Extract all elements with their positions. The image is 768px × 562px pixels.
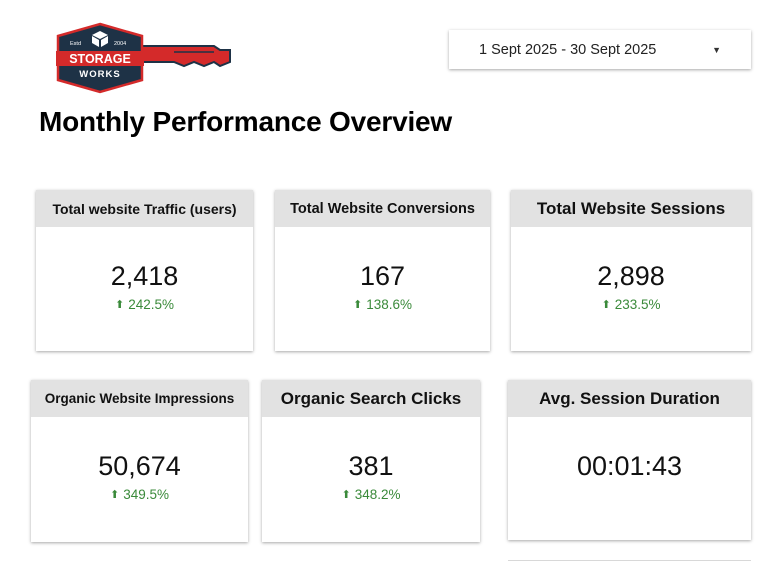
svg-text:2004: 2004 [114, 41, 126, 47]
logo-wordmark-storage: STORAGE [69, 52, 131, 66]
card-header: Avg. Session Duration [508, 380, 751, 417]
card-delta: ⬆ 349.5% [31, 487, 248, 502]
delta-value: 348.2% [354, 487, 401, 502]
card-total-sessions: Total Website Sessions 2,898 ⬆ 233.5% [511, 190, 751, 351]
divider [508, 560, 751, 561]
card-value: 50,674 [98, 451, 181, 481]
card-total-traffic: Total website Traffic (users) 2,418 ⬆ 24… [36, 190, 253, 351]
box-icon [92, 31, 108, 47]
arrow-up-icon: ⬆ [114, 299, 125, 311]
card-delta: ⬆ 242.5% [36, 297, 253, 312]
card-header: Total website Traffic (users) [36, 190, 253, 227]
storage-works-logo: Estd 2004 STORAGE WORKS [56, 22, 231, 94]
page-title: Monthly Performance Overview [39, 106, 452, 137]
caret-down-icon[interactable]: ▼ [712, 44, 721, 55]
arrow-up-icon: ⬆ [341, 489, 351, 501]
card-value: 00:01:43 [576, 451, 683, 481]
card-delta: ⬆ 233.5% [511, 297, 751, 312]
delta-value: 349.5% [123, 487, 169, 502]
card-total-conversions: Total Website Conversions 167 ⬆ 138.6% [275, 190, 490, 351]
logo-wordmark-works: WORKS [79, 69, 120, 80]
delta-value: 138.6% [366, 297, 412, 312]
card-value: 2,418 [110, 261, 179, 291]
arrow-up-icon: ⬆ [352, 299, 363, 311]
delta-value: 242.5% [128, 297, 174, 312]
card-header: Organic Website Impressions [31, 380, 248, 417]
card-delta: ⬆ 348.2% [262, 487, 480, 502]
card-value: 2,898 [597, 261, 665, 291]
date-range-picker[interactable]: 1 Sept 2025 - 30 Sept 2025 ▼ [449, 30, 751, 69]
card-header: Organic Search Clicks [262, 380, 480, 417]
delta-value: 233.5% [614, 297, 661, 312]
card-header: Total Website Sessions [511, 190, 751, 227]
card-value: 381 [348, 451, 394, 481]
card-organic-impressions: Organic Website Impressions 50,674 ⬆ 349… [31, 380, 248, 542]
svg-text:Estd: Estd [70, 41, 81, 47]
card-header: Total Website Conversions [275, 190, 490, 227]
card-delta: ⬆ 138.6% [275, 297, 490, 312]
arrow-up-icon: ⬆ [601, 299, 611, 311]
card-organic-clicks: Organic Search Clicks 381 ⬆ 348.2% [262, 380, 480, 542]
card-value: 167 [359, 261, 406, 291]
card-avg-session-duration: Avg. Session Duration 00:01:43 [508, 380, 751, 540]
arrow-up-icon: ⬆ [109, 489, 120, 501]
date-range-label: 1 Sept 2025 - 30 Sept 2025 [479, 41, 657, 58]
